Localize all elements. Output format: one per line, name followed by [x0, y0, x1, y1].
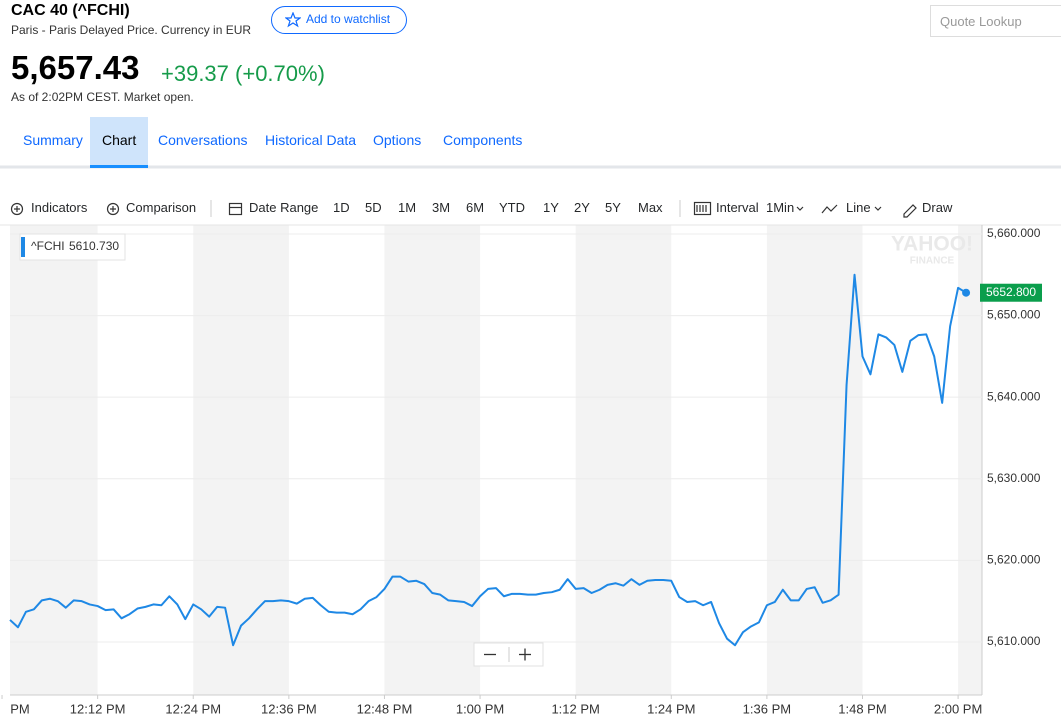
range-button[interactable]: 6M: [466, 200, 485, 215]
last-price-tag: [980, 283, 1042, 302]
price-line: [9, 273, 967, 647]
indicators-button[interactable]: Indicators: [31, 200, 88, 215]
legend-value: 5610.730: [69, 239, 119, 253]
zoom-control[interactable]: [473, 642, 544, 667]
interval-select[interactable]: 1Min: [766, 200, 795, 215]
plot-area: [10, 225, 982, 695]
y-tick-label: 5,620.000: [987, 553, 1041, 567]
time-band: [766, 225, 863, 695]
x-tick-label: 1:12 PM: [551, 701, 599, 716]
range-button[interactable]: 1Y: [543, 200, 559, 215]
y-tick-label: 5,630.000: [987, 471, 1041, 485]
last-price-dot: [962, 288, 971, 297]
tab[interactable]: Options: [373, 132, 422, 148]
watermark: FINANCE: [910, 256, 955, 267]
range-button[interactable]: 5D: [365, 200, 382, 215]
range-button[interactable]: Max: [638, 200, 663, 215]
x-tick-label: 2:00 PM: [934, 701, 982, 716]
search-placeholder: Quote Lookup: [940, 14, 1022, 29]
watermark: YAHOO!: [891, 233, 973, 256]
y-tick-label: 5,660.000: [987, 226, 1041, 240]
time-band: [384, 225, 481, 695]
toolbar-icons: [10, 201, 917, 218]
range-button[interactable]: 1M: [398, 200, 417, 215]
price: 5,657.43: [11, 49, 140, 86]
x-tick-label: 12:12 PM: [70, 701, 126, 716]
x-tick-label: 12:24 PM: [165, 701, 221, 716]
x-tick-label: 1:36 PM: [743, 701, 791, 716]
range-button[interactable]: 5Y: [605, 200, 621, 215]
y-tick-label: 5,650.000: [987, 308, 1041, 322]
chart-style-select[interactable]: Line: [846, 200, 871, 215]
x-tick-label: 12:48 PM: [357, 701, 413, 716]
search-box[interactable]: Quote Lookup: [930, 5, 1061, 37]
last-price-label: 5652.800: [986, 285, 1036, 299]
comparison-button[interactable]: Comparison: [126, 200, 197, 215]
legend-box: [19, 233, 126, 261]
tab[interactable]: Chart: [90, 117, 149, 168]
draw-button[interactable]: Draw: [922, 200, 953, 215]
time-band: [958, 225, 982, 695]
legend-swatch: [21, 237, 25, 257]
range-button[interactable]: 2Y: [574, 200, 590, 215]
y-tick-label: 5,640.000: [987, 389, 1041, 403]
x-tick-label: 1:24 PM: [647, 701, 695, 716]
star-icon: [285, 12, 301, 28]
time-band: [575, 225, 672, 695]
legend: ^FCHI 5610.730: [19, 233, 126, 261]
tab[interactable]: Historical Data: [265, 132, 357, 148]
legend-name: ^FCHI: [31, 239, 65, 253]
watchlist-button[interactable]: Add to watchlist: [271, 6, 407, 34]
tab[interactable]: Conversations: [158, 132, 248, 148]
tab[interactable]: Summary: [23, 132, 83, 148]
ticker-title: CAC 40 (^FCHI): [11, 2, 130, 19]
tab[interactable]: Components: [443, 132, 523, 148]
range-button[interactable]: 1D: [333, 200, 350, 215]
x-tick-label: 1:00 PM: [456, 701, 504, 716]
as-of: As of 2:02PM CEST. Market open.: [11, 90, 194, 104]
range-button[interactable]: YTD: [499, 200, 525, 215]
exchange-info: Paris - Paris Delayed Price. Currency in…: [11, 23, 252, 37]
date-range-button[interactable]: Date Range: [249, 200, 319, 215]
x-tick-label: 12:36 PM: [261, 701, 317, 716]
x-tick-label: 1:48 PM: [838, 701, 886, 716]
x-tick-label: PM: [10, 701, 30, 716]
price-change: +39.37 (+0.70%): [161, 61, 325, 86]
range-button[interactable]: 3M: [432, 200, 451, 215]
y-tick-label: 5,610.000: [987, 634, 1041, 648]
background: [10, 225, 982, 695]
watchlist-label: Add to watchlist: [306, 12, 391, 26]
time-band: [10, 225, 98, 695]
interval-label: Interval: [716, 200, 759, 215]
